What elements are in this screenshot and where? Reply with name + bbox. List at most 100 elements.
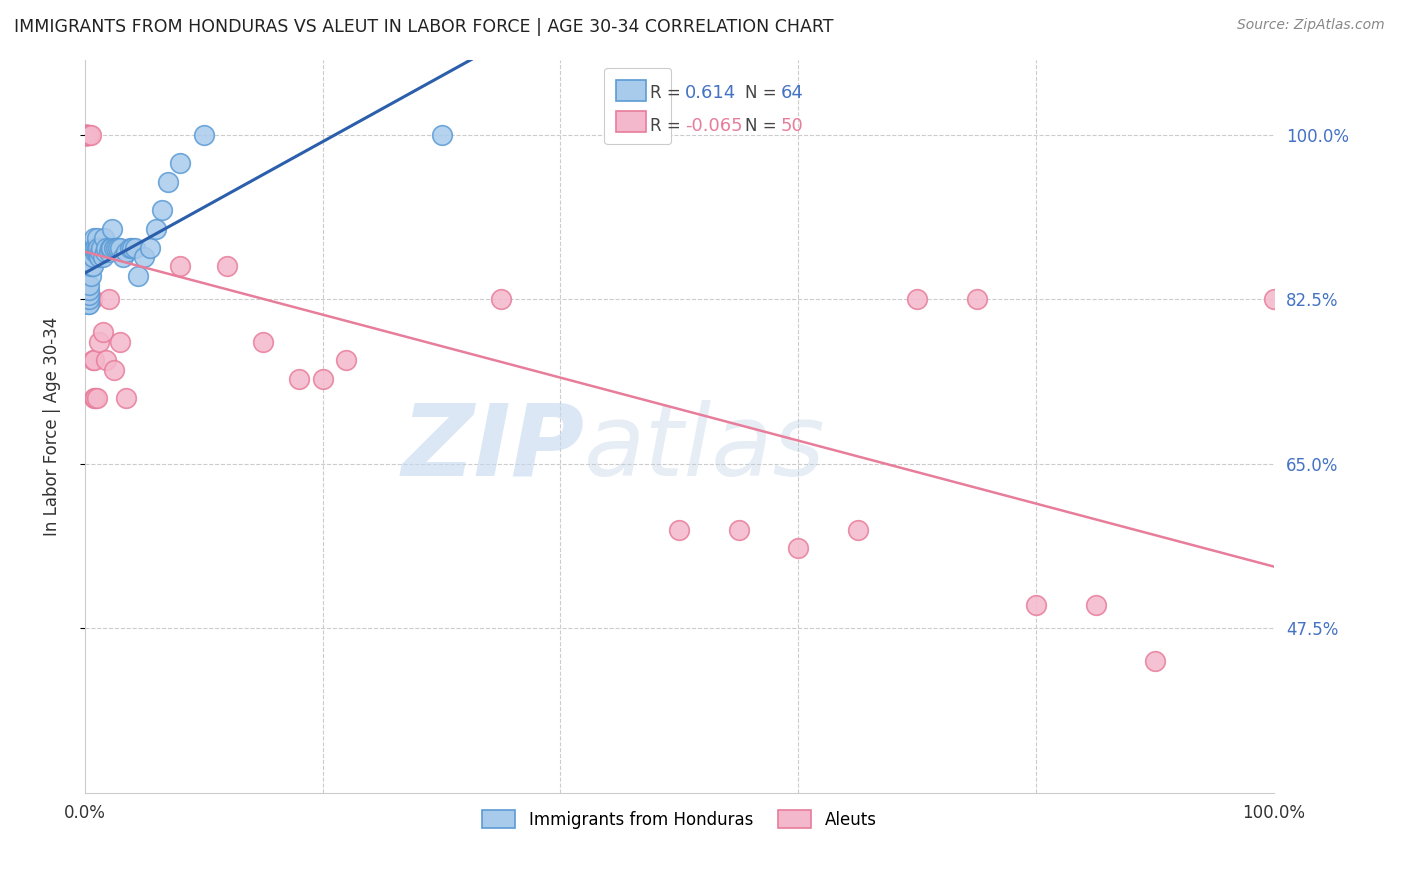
Point — [94, 245, 117, 260]
Point — [966, 292, 988, 306]
Point — [84, 391, 107, 405]
Point — [79, 260, 101, 274]
Point — [115, 391, 138, 405]
Point — [75, 292, 97, 306]
Point — [1025, 598, 1047, 612]
Point — [73, 128, 96, 142]
Point — [91, 250, 114, 264]
Point — [121, 241, 143, 255]
Text: IMMIGRANTS FROM HONDURAS VS ALEUT IN LABOR FORCE | AGE 30-34 CORRELATION CHART: IMMIGRANTS FROM HONDURAS VS ALEUT IN LAB… — [14, 18, 834, 36]
Point — [489, 292, 512, 306]
Point — [89, 245, 111, 260]
Point — [75, 128, 97, 142]
Point — [87, 334, 110, 349]
Point — [83, 231, 105, 245]
Point — [86, 231, 108, 245]
Point — [80, 292, 103, 306]
Point — [83, 391, 105, 405]
Point — [76, 287, 98, 301]
Point — [87, 241, 110, 255]
Point — [156, 175, 179, 189]
Text: atlas: atlas — [585, 400, 825, 497]
Point — [90, 241, 112, 255]
Point — [75, 287, 97, 301]
Point — [97, 245, 120, 260]
Point — [77, 287, 100, 301]
Point — [79, 278, 101, 293]
Point — [84, 241, 107, 255]
Point — [84, 245, 107, 260]
Text: ZIP: ZIP — [401, 400, 585, 497]
Point — [430, 128, 453, 142]
Point — [94, 353, 117, 368]
Point — [134, 250, 156, 264]
Point — [76, 128, 98, 142]
Point — [668, 523, 690, 537]
Point — [75, 292, 97, 306]
Point — [79, 268, 101, 283]
Point — [139, 241, 162, 255]
Point — [82, 353, 104, 368]
Point — [75, 128, 97, 142]
Point — [727, 523, 749, 537]
Text: N =: N = — [745, 117, 776, 135]
Point — [100, 241, 122, 255]
Text: 64: 64 — [780, 84, 803, 102]
Text: Source: ZipAtlas.com: Source: ZipAtlas.com — [1237, 18, 1385, 32]
Point — [846, 523, 869, 537]
Point — [79, 292, 101, 306]
Point — [77, 292, 100, 306]
Point — [76, 287, 98, 301]
Text: R =: R = — [650, 84, 681, 102]
Point — [76, 128, 98, 142]
Point — [93, 231, 115, 245]
Point — [98, 241, 121, 255]
Point — [97, 292, 120, 306]
Point — [124, 241, 146, 255]
Point — [127, 268, 149, 283]
Point — [110, 241, 132, 255]
Point — [77, 292, 100, 306]
Point — [73, 128, 96, 142]
Point — [77, 128, 100, 142]
Point — [103, 363, 125, 377]
Point — [787, 541, 810, 556]
Point — [86, 245, 108, 260]
Point — [75, 128, 97, 142]
Point — [76, 278, 98, 293]
Y-axis label: In Labor Force | Age 30-34: In Labor Force | Age 30-34 — [44, 317, 60, 536]
Point — [82, 241, 104, 255]
Point — [79, 297, 101, 311]
Point — [311, 372, 333, 386]
Point — [82, 250, 104, 264]
Point — [335, 353, 357, 368]
Point — [80, 292, 103, 306]
Point — [1144, 654, 1167, 668]
Point — [80, 250, 103, 264]
Point — [76, 283, 98, 297]
Point — [77, 297, 100, 311]
Point — [79, 292, 101, 306]
Text: N =: N = — [745, 84, 776, 102]
Text: -0.065: -0.065 — [685, 117, 742, 135]
Point — [79, 283, 101, 297]
Text: R =: R = — [650, 117, 681, 135]
Point — [83, 241, 105, 255]
Point — [83, 353, 105, 368]
Point — [150, 202, 173, 217]
Point — [104, 241, 127, 255]
Point — [252, 334, 274, 349]
Point — [77, 128, 100, 142]
Point — [86, 241, 108, 255]
Point — [101, 221, 124, 235]
Point — [1263, 292, 1285, 306]
Point — [905, 292, 928, 306]
Point — [79, 292, 101, 306]
Point — [288, 372, 311, 386]
Point — [80, 260, 103, 274]
Point — [76, 283, 98, 297]
Point — [77, 283, 100, 297]
Point — [110, 334, 132, 349]
Point — [107, 241, 129, 255]
Point — [77, 292, 100, 306]
